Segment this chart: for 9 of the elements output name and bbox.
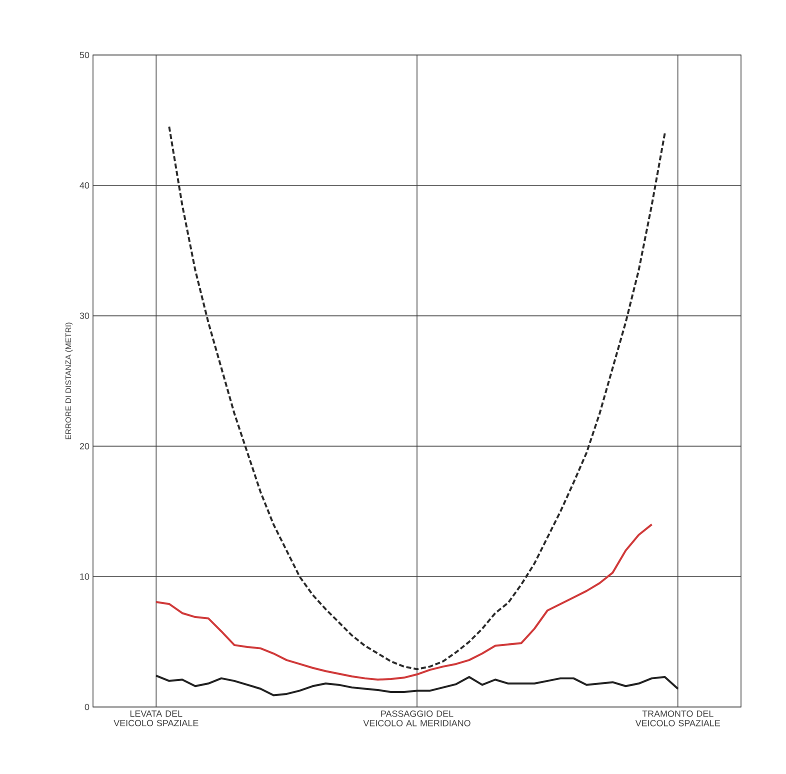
- y-tick-label: 10: [80, 573, 90, 580]
- y-tick-label: 30: [80, 312, 90, 319]
- y-tick-label: 0: [84, 704, 90, 710]
- x-tick-label: TRAMONTO DEL VEICOLO SPAZIALE: [635, 710, 720, 726]
- y-tick-label: 20: [80, 443, 90, 450]
- y-tick-label: 40: [80, 182, 90, 189]
- x-tick-label: PASSAGGIO DEL VEICOLO AL MERIDIANO: [363, 710, 470, 726]
- y-tick-label: 50: [80, 52, 90, 58]
- x-tick-label: LEVATA DEL VEICOLO SPAZIALE: [114, 710, 198, 726]
